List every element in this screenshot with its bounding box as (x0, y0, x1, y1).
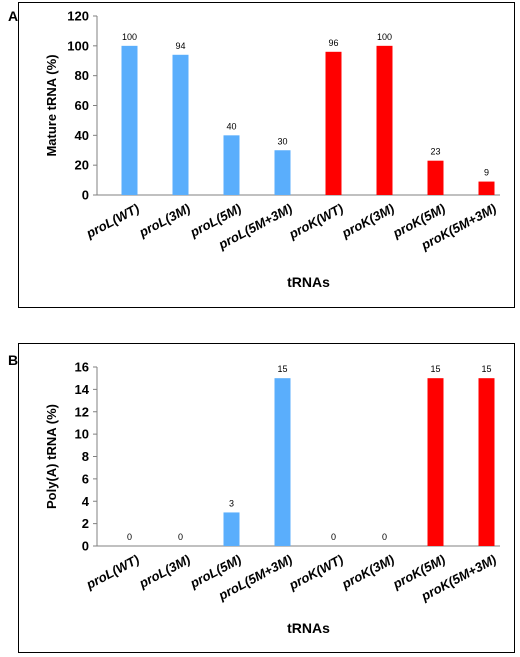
chart-a-y-tick-label: 80 (75, 68, 89, 83)
chart-a-category-label: proL(3M) (136, 201, 193, 241)
chart-a-bar (172, 54, 189, 196)
chart-a-bar (274, 150, 291, 195)
chart-b-category-label: proK(WT) (286, 552, 346, 594)
chart-a-data-label: 94 (175, 41, 185, 51)
chart-b-data-label: 0 (178, 532, 183, 542)
chart-b-category-label: proL(WT) (83, 552, 142, 593)
chart-a-data-label: 9 (484, 168, 489, 178)
chart-a-category-label: proL(WT) (83, 201, 142, 242)
chart-b-y-tick-label: 14 (75, 382, 90, 397)
chart-a-data-label: 100 (377, 32, 392, 42)
chart-b-category-label: proL(3M) (136, 552, 193, 592)
chart-a-bar (121, 45, 138, 196)
chart-b-data-label: 3 (229, 498, 234, 508)
chart-b-data-label: 0 (382, 532, 387, 542)
chart-b-data-label: 15 (430, 364, 440, 374)
chart-b-bar (274, 378, 291, 546)
chart-a-bar (478, 181, 495, 195)
chart-b-bar (223, 512, 240, 546)
chart-b-data-label: 15 (277, 364, 287, 374)
chart-b-y-tick-label: 2 (82, 516, 89, 531)
chart-b-y-tick-label: 16 (75, 360, 89, 375)
chart-a-bar (223, 135, 240, 195)
panel-a-letter: A (8, 8, 19, 24)
chart-a-x-title: tRNAs (287, 274, 330, 290)
chart-b-y-tick-label: 0 (82, 539, 89, 554)
chart-b-y-title: Poly(A) tRNA (%) (44, 404, 59, 509)
panel-b-letter: B (8, 352, 19, 368)
chart-b-data-label: 15 (481, 364, 491, 374)
chart-a-category-label: proK(3M) (338, 201, 396, 241)
chart-a-data-label: 23 (430, 147, 440, 157)
chart-b-data-label: 0 (331, 532, 336, 542)
chart-a-y-title: Mature tRNA (%) (44, 54, 59, 156)
chart-a-y-tick-label: 40 (75, 128, 89, 143)
chart-a-bar (376, 45, 393, 196)
chart-b-y-tick-label: 12 (75, 404, 89, 419)
chart-a-y-tick-label: 120 (67, 9, 89, 24)
chart-a-y-tick-label: 20 (75, 158, 89, 173)
chart-b-x-title: tRNAs (287, 620, 330, 636)
chart-a-data-label: 96 (328, 38, 338, 48)
chart-b-y-tick-label: 8 (82, 449, 89, 464)
chart-b-data-label: 0 (127, 532, 132, 542)
chart-a-bar (427, 160, 444, 195)
chart-a-y-tick-label: 100 (67, 38, 89, 53)
chart-a-data-label: 30 (277, 136, 287, 146)
chart-a-y-tick-label: 0 (82, 188, 89, 203)
chart-b-y-tick-label: 10 (75, 427, 89, 442)
chart-a-y-tick-label: 60 (75, 98, 89, 113)
chart-b-bar (478, 378, 495, 546)
chart-a-bar (325, 51, 342, 195)
chart-a-data-label: 40 (226, 121, 236, 131)
chart-b-category-label: proK(3M) (338, 552, 396, 592)
chart-a-data-label: 100 (122, 32, 137, 42)
chart-a-frame (18, 2, 515, 308)
chart-a-category-label: proK(WT) (286, 201, 346, 243)
chart-b-y-tick-label: 6 (82, 471, 89, 486)
chart-b-y-tick-label: 4 (82, 494, 90, 509)
chart-b-bar (427, 378, 444, 546)
